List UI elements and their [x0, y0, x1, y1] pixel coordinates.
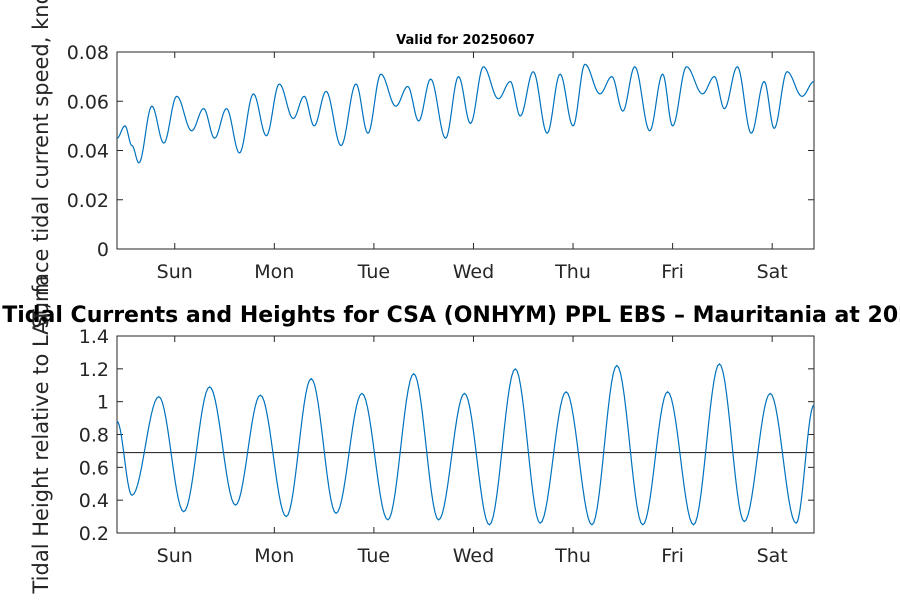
x-tick-label: Fri [661, 261, 684, 283]
series-line-1 [116, 63, 815, 164]
x-tick-label: Sun [157, 261, 193, 283]
y-tick-label: 1 [97, 392, 109, 414]
chart-panel-1: 0 0.02 0.04 0.06 0.08 Sun Mon Tue Wed Thu Fri Sat Va… [29, 0, 815, 329]
y-tick-label: 0.02 [67, 190, 109, 212]
series-line-1 [116, 363, 815, 526]
x-tick-label: Sun [157, 545, 193, 567]
x-tick-label: Thu [554, 545, 591, 567]
chart-title: Valid for 20250607 [396, 33, 535, 48]
y-tick-label: 0.06 [67, 91, 109, 113]
y-tick-label: 0.08 [67, 42, 109, 64]
y-tick-label: 0.2 [79, 523, 109, 545]
x-tick-label: Mon [254, 545, 294, 567]
y-tick-label: 0.04 [67, 141, 109, 163]
chart-title: Tidal Currents and Heights for CSA (ONHY… [2, 303, 900, 328]
x-tick-label: Tue [357, 261, 390, 283]
chart-panel-2: 0.2 0.4 0.6 0.8 1 1.2 1.4 Sun Mon Tue Wed Thu Fri Sat… [2, 275, 900, 594]
y-tick-label: 0.8 [79, 425, 109, 447]
x-tick-label: Wed [453, 545, 494, 567]
y-axis-label: Surface tidal current speed, knots [29, 0, 53, 329]
x-tick-label: Wed [453, 261, 494, 283]
y-tick-label: 1.4 [79, 326, 109, 348]
y-axis-label: Tidal Height relative to LAT, m [29, 275, 53, 594]
plot-area [116, 51, 815, 250]
y-tick-label: 0 [97, 239, 109, 261]
x-tick-label: Sat [757, 545, 788, 567]
x-tick-label: Sat [757, 261, 788, 283]
x-tick-label: Fri [661, 545, 684, 567]
y-tick-label: 1.2 [79, 359, 109, 381]
x-tick-label: Thu [554, 261, 591, 283]
x-tick-label: Tue [357, 545, 390, 567]
y-tick-label: 0.6 [79, 457, 109, 479]
y-tick-label: 0.4 [79, 490, 109, 512]
x-tick-label: Mon [254, 261, 294, 283]
plot-area [116, 335, 815, 534]
